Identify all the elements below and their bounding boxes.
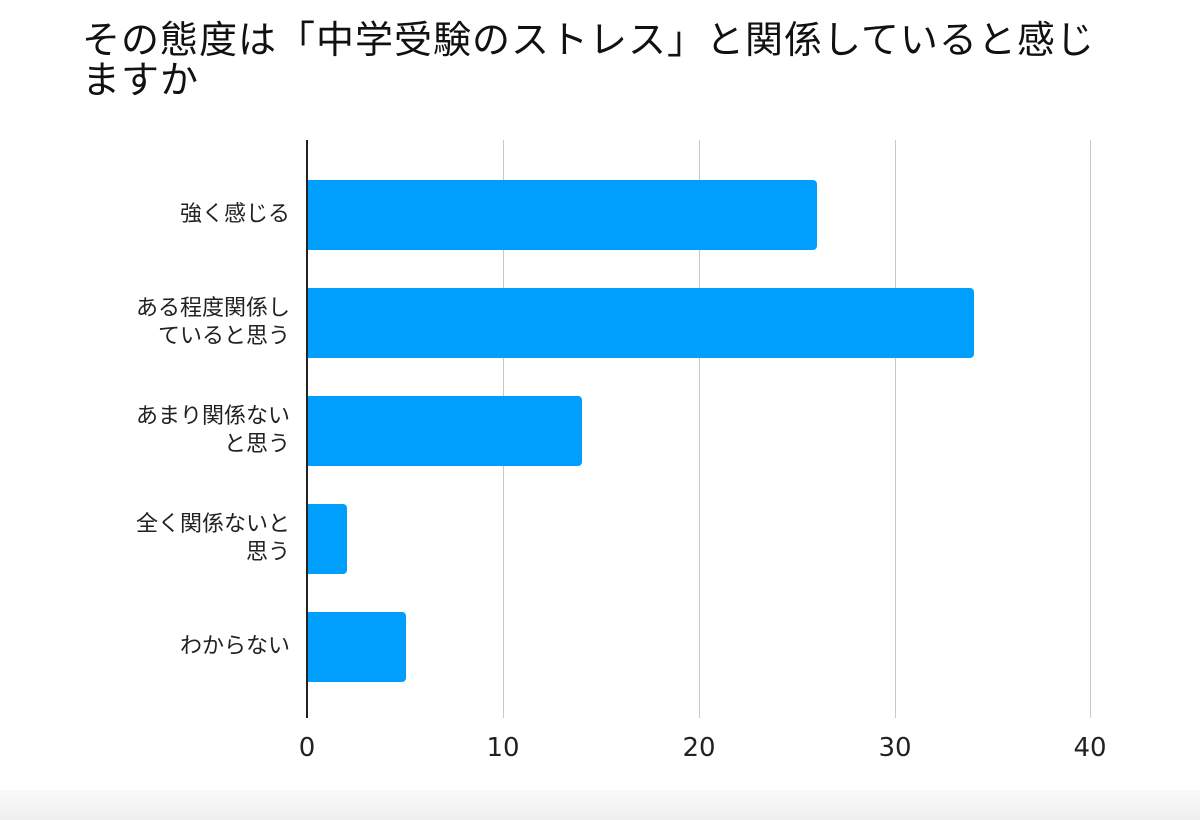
bar-strongly-feel (308, 180, 817, 250)
bar-dont-know (308, 612, 406, 682)
gridline-40 (1090, 140, 1091, 718)
bar-somewhat-related (308, 288, 974, 358)
x-tick-label: 0 (298, 733, 316, 763)
chart-title: その態度は「中学受験のストレス」と関係していると感じますか (82, 18, 1095, 102)
category-label: ある程度関係し ていると思う (135, 296, 290, 349)
bottom-band (0, 790, 1200, 820)
gridline-20 (699, 140, 700, 718)
bar-not-very-related (308, 396, 582, 466)
category-label: あまり関係ない と思う (135, 404, 290, 457)
y-axis-line (306, 140, 308, 718)
x-tick-label: 40 (1073, 733, 1107, 763)
x-tick-label: 10 (486, 733, 520, 763)
x-tick-label: 30 (878, 733, 912, 763)
category-label: 強く感じる (179, 202, 290, 227)
bar-not-at-all-related (308, 504, 347, 574)
gridline-30 (895, 140, 896, 718)
x-tick-label: 20 (682, 733, 716, 763)
category-label: 全く関係ないと 思う (135, 512, 290, 565)
category-label: わからない (179, 634, 290, 659)
